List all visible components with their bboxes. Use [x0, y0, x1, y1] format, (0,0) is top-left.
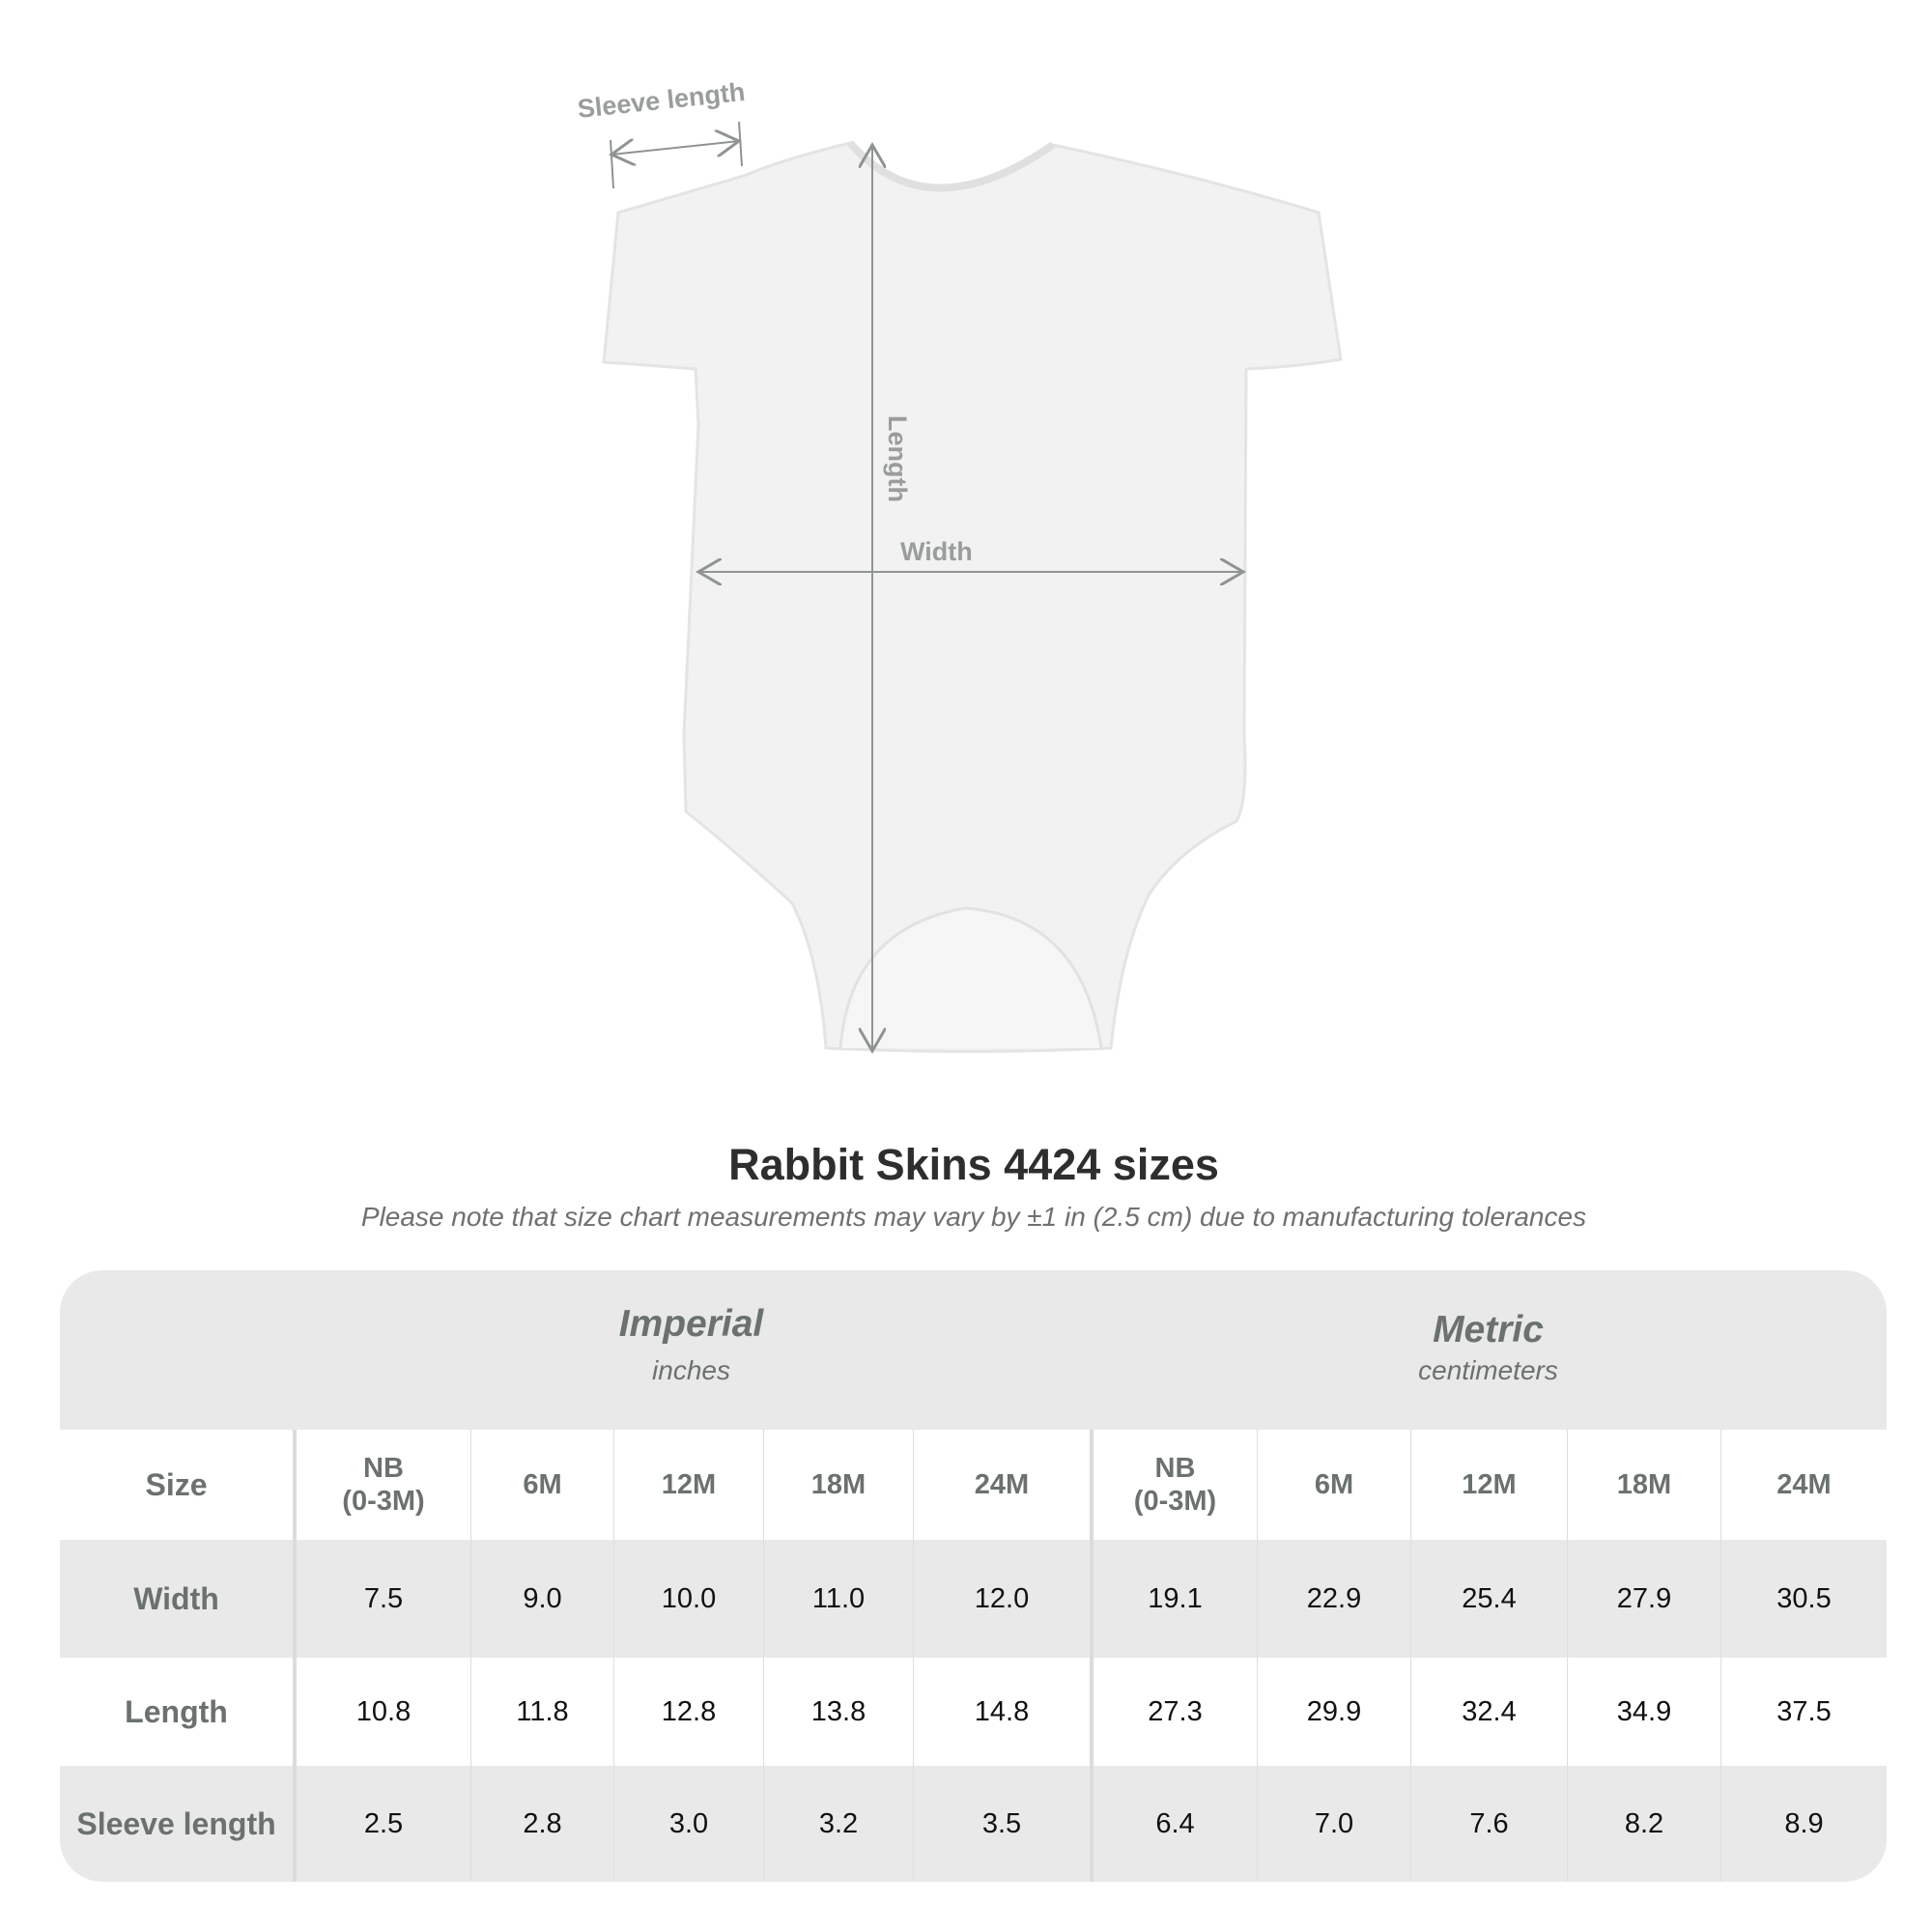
tolerance-note: Please note that size chart measurements…	[360, 1202, 1587, 1232]
value-cell: 7.0	[1257, 1766, 1410, 1882]
onesie-measurement-diagram: Sleeve length Length Width	[576, 77, 1343, 1082]
value-cell: 2.8	[470, 1766, 613, 1882]
value-cell: 7.6	[1410, 1766, 1567, 1882]
size-header-cell: 24M	[913, 1430, 1090, 1540]
value-cell: 37.5	[1720, 1658, 1887, 1766]
size-header-cell: NB (0-3M)	[293, 1430, 470, 1540]
value-cell: 32.4	[1410, 1658, 1567, 1766]
size-header-cell: 24M	[1720, 1430, 1887, 1540]
size-table: Imperial inches Metric centimeters Size N…	[60, 1270, 1887, 1882]
sleeve-arrow	[611, 141, 739, 155]
width-label: Width	[900, 537, 973, 566]
value-cell: 27.9	[1567, 1540, 1720, 1658]
imperial-unit: inches	[652, 1355, 730, 1385]
value-cell: 10.8	[293, 1658, 470, 1766]
value-cell: 11.8	[470, 1658, 613, 1766]
value-cell: 27.3	[1090, 1658, 1257, 1766]
value-cell: 3.5	[913, 1766, 1090, 1882]
length-label: Length	[883, 415, 912, 502]
value-cell: 3.0	[613, 1766, 763, 1882]
value-cell: 13.8	[763, 1658, 913, 1766]
value-cell: 8.9	[1720, 1766, 1887, 1882]
value-cell: 25.4	[1410, 1540, 1567, 1658]
value-cell: 34.9	[1567, 1658, 1720, 1766]
table-row: Width 7.5 9.0 10.0 11.0 12.0 19.1 22.9 25.4 27.9 3…	[60, 1540, 1887, 1658]
value-cell: 7.5	[293, 1540, 470, 1658]
value-cell: 19.1	[1090, 1540, 1257, 1658]
value-cell: 3.2	[763, 1766, 913, 1882]
size-header-cell: 18M	[1567, 1430, 1720, 1540]
value-cell: 8.2	[1567, 1766, 1720, 1882]
onesie-image	[602, 121, 1343, 1082]
value-cell: 2.5	[293, 1766, 470, 1882]
size-header-cell: NB (0-3M)	[1090, 1430, 1257, 1540]
size-header-cell: 6M	[1257, 1430, 1410, 1540]
value-cell: 6.4	[1090, 1766, 1257, 1882]
table-row: Length 10.8 11.8 12.8 13.8 14.8 27.3 29.9 32.4 34…	[60, 1658, 1887, 1766]
metric-title: Metric	[1433, 1309, 1544, 1350]
size-header-cell: 18M	[763, 1430, 913, 1540]
page-title: Rabbit Skins 4424 sizes	[728, 1140, 1219, 1189]
table-row: Sleeve length 2.5 2.8 3.0 3.2 3.5 6.4 7.0 7.6 8.2…	[60, 1766, 1887, 1882]
value-cell: 14.8	[913, 1658, 1090, 1766]
size-header-cell: 6M	[470, 1430, 613, 1540]
value-cell: 12.8	[613, 1658, 763, 1766]
imperial-header: Imperial inches	[293, 1270, 1090, 1430]
size-header-row: Size NB (0-3M) 6M 12M 18M 24M NB (0-3M) 6M 12M 18…	[60, 1430, 1887, 1540]
row-label: Length	[125, 1693, 228, 1729]
value-cell: 10.0	[613, 1540, 763, 1658]
value-cell: 22.9	[1257, 1540, 1410, 1658]
value-cell: 9.0	[470, 1540, 613, 1658]
row-label: Width	[133, 1580, 219, 1616]
value-cell: 12.0	[913, 1540, 1090, 1658]
metric-unit: centimeters	[1418, 1355, 1558, 1385]
size-header-cell: 12M	[613, 1430, 763, 1540]
metric-header: Metric centimeters	[1090, 1270, 1887, 1430]
imperial-title: Imperial	[618, 1303, 764, 1345]
value-cell: 11.0	[763, 1540, 913, 1658]
size-label: Size	[145, 1466, 208, 1502]
value-cell: 29.9	[1257, 1658, 1410, 1766]
size-header-cell: 12M	[1410, 1430, 1567, 1540]
row-label: Sleeve length	[76, 1805, 276, 1841]
value-cell: 30.5	[1720, 1540, 1887, 1658]
